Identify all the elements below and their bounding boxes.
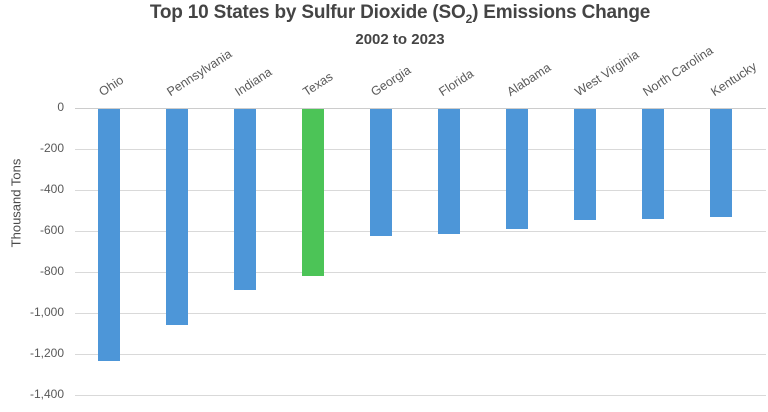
category-label-alabama: Alabama	[504, 60, 554, 99]
category-label-florida: Florida	[436, 66, 477, 99]
gridline	[75, 272, 766, 273]
category-label-pennsylvania: Pennsylvania	[164, 46, 235, 99]
bar-ohio	[98, 109, 120, 362]
y-tick-label: -1,200	[29, 346, 64, 360]
category-label-north-carolina: North Carolina	[640, 43, 716, 99]
y-tick-label: -1,000	[29, 305, 64, 319]
chart-title: Top 10 States by Sulfur Dioxide (SO2) Em…	[30, 2, 768, 26]
bar-pennsylvania	[166, 109, 188, 326]
y-tick-label: -400	[39, 182, 64, 196]
category-label-ohio: Ohio	[96, 72, 127, 99]
chart-title-subscript: 2	[465, 11, 473, 26]
y-tick-label: 0	[57, 100, 64, 114]
y-tick-label: -800	[39, 264, 64, 278]
gridline	[75, 149, 766, 150]
bar-georgia	[370, 109, 392, 237]
gridline	[75, 190, 766, 191]
bar-indiana	[234, 109, 256, 291]
category-label-texas: Texas	[300, 69, 336, 99]
gridline	[75, 231, 766, 232]
chart-title-prefix: Top 10 States by Sulfur Dioxide (SO	[149, 2, 466, 23]
bar-texas	[302, 109, 324, 277]
category-label-west-virginia: West Virginia	[572, 47, 642, 99]
gridline	[75, 395, 766, 396]
y-tick-label: -1,400	[29, 387, 64, 401]
chart-subtitle: 2002 to 2023	[355, 31, 445, 48]
x-axis-line	[75, 108, 766, 109]
bar-alabama	[506, 109, 528, 229]
y-tick-label: -600	[39, 223, 64, 237]
bar-north-carolina	[642, 109, 664, 219]
bar-kentucky	[710, 109, 732, 217]
bar-west-virginia	[574, 109, 596, 220]
category-label-kentucky: Kentucky	[708, 59, 760, 99]
y-tick-label: -200	[39, 141, 64, 155]
chart-title-suffix: ) Emissions Change	[472, 2, 651, 23]
bar-florida	[438, 109, 460, 235]
category-label-indiana: Indiana	[232, 64, 275, 99]
category-label-georgia: Georgia	[368, 63, 414, 99]
gridline	[75, 354, 766, 355]
gridline	[75, 313, 766, 314]
